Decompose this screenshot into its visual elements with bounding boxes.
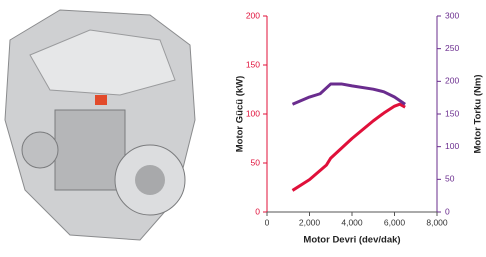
y-axis-label: Motor Gücü (kW) (235, 76, 246, 153)
series-line (293, 84, 406, 104)
y-tick-label: 50 (251, 157, 261, 167)
y2-tick-label: 50 (445, 174, 455, 184)
y-tick-label: 150 (246, 59, 260, 69)
page: Motor Devri (dev/dak) Motor Gücü (kW) Mo… (0, 0, 486, 252)
x-tick-label: 4,000 (341, 217, 363, 227)
x-tick-label: 2,000 (299, 217, 321, 227)
y2-tick-label: 100 (445, 141, 459, 151)
y-tick-label: 100 (246, 108, 260, 118)
y2-tick-label: 0 (445, 206, 450, 216)
x-tick-label: 8,000 (426, 217, 448, 227)
engine-illustration (5, 10, 195, 240)
y-tick-label: 200 (246, 10, 260, 20)
x-axis-label: Motor Devri (dev/dak) (303, 235, 400, 246)
y2-tick-label: 250 (445, 43, 459, 53)
y2-tick-label: 150 (445, 108, 459, 118)
x-tick-label: 6,000 (384, 217, 406, 227)
y2-tick-label: 300 (445, 10, 459, 20)
y2-axis-label: Motor Torku (Nm) (473, 75, 484, 154)
y2-tick-label: 200 (445, 76, 459, 86)
x-tick-label: 0 (265, 217, 270, 227)
series-line (293, 104, 406, 190)
y-tick-label: 0 (255, 206, 260, 216)
